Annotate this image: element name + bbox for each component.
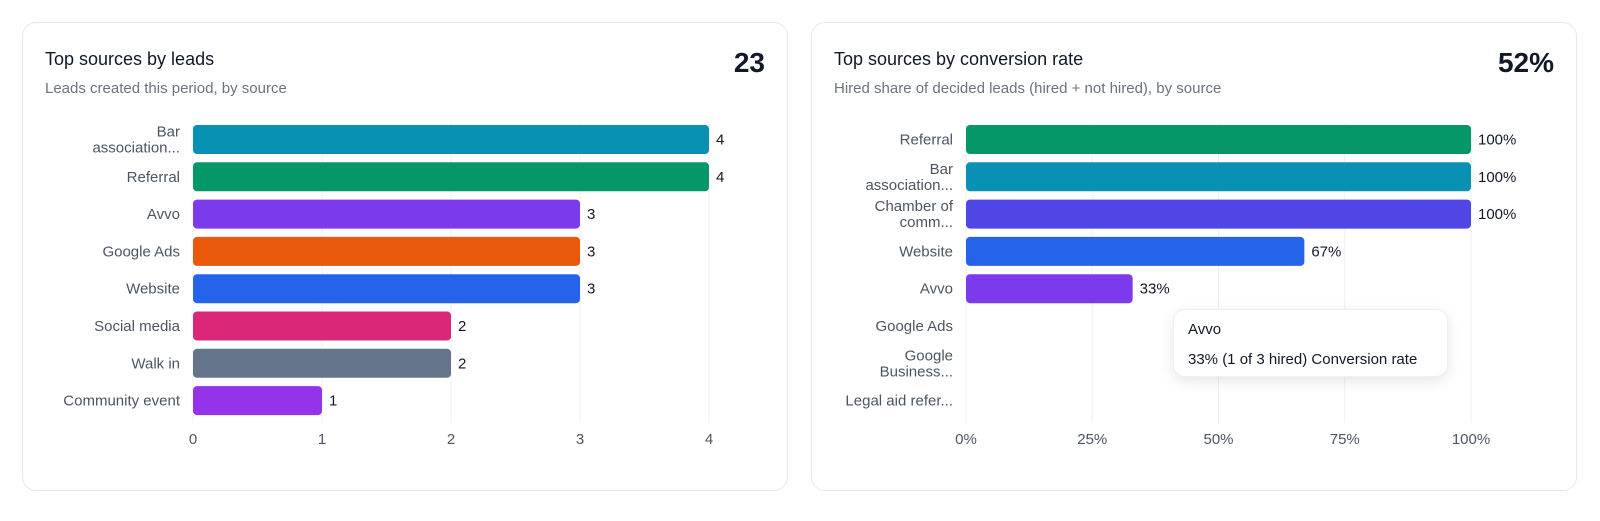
bar[interactable] xyxy=(193,236,580,266)
category-label: Walk in xyxy=(131,355,180,372)
value-label: 4 xyxy=(716,169,724,186)
x-tick-label: 3 xyxy=(576,431,584,448)
bar[interactable] xyxy=(193,274,580,304)
bar[interactable] xyxy=(966,236,1305,266)
bar[interactable] xyxy=(966,125,1471,154)
value-label: 1 xyxy=(329,393,337,410)
category-label: Website xyxy=(126,281,180,298)
value-label: 100% xyxy=(1478,132,1516,149)
tooltip-body: 33% (1 of 3 hired) Conversion rate xyxy=(1188,351,1418,368)
bar[interactable] xyxy=(966,199,1471,229)
value-label: 2 xyxy=(458,355,466,372)
bar[interactable] xyxy=(193,162,709,192)
x-tick-label: 100% xyxy=(1452,431,1490,448)
x-tick-label: 2 xyxy=(447,431,455,448)
bar[interactable] xyxy=(966,162,1471,192)
value-label: 33% xyxy=(1140,281,1170,298)
category-label: Website xyxy=(899,243,953,260)
category-label: Referral xyxy=(900,132,953,149)
value-label: 3 xyxy=(587,281,595,298)
value-label: 100% xyxy=(1478,169,1516,186)
card-subtitle: Leads created this period, by source xyxy=(45,80,287,97)
category-label: Google Ads xyxy=(875,318,953,335)
total-leads-metric: 23 xyxy=(733,47,765,78)
bar[interactable] xyxy=(193,125,709,154)
value-label: 67% xyxy=(1311,243,1341,260)
category-label: Chamber of comm... xyxy=(875,198,954,231)
tooltip-title: Avvo xyxy=(1188,321,1222,338)
x-tick-label: 4 xyxy=(705,431,713,448)
leads-bar-chart: 0 1 2 3 4 Bar association... 4 Referral 4 Avvo 3 Goo… xyxy=(63,123,724,448)
bar[interactable] xyxy=(193,311,451,341)
category-label: Avvo xyxy=(147,206,180,223)
bar[interactable] xyxy=(193,199,580,229)
x-tick-label: 1 xyxy=(318,431,326,448)
category-label: Social media xyxy=(94,318,181,335)
card-title: Top sources by leads xyxy=(45,49,215,69)
category-label: Referral xyxy=(127,169,180,186)
value-label: 100% xyxy=(1478,206,1516,223)
value-label: 2 xyxy=(458,318,466,335)
category-label: Google Business... xyxy=(880,347,953,380)
x-tick-label: 75% xyxy=(1330,431,1360,448)
chart-tooltip: Avvo 33% (1 of 3 hired) Conversion rate xyxy=(1173,309,1448,377)
category-label: Bar association... xyxy=(92,124,180,157)
x-tick-label: 50% xyxy=(1203,431,1233,448)
leads-card: Top sources by leads Leads created this … xyxy=(22,22,788,491)
bar[interactable] xyxy=(966,274,1133,304)
value-label: 3 xyxy=(587,206,595,223)
x-tick-label: 0% xyxy=(955,431,977,448)
category-label: Legal aid refer... xyxy=(845,393,953,410)
card-subtitle: Hired share of decided leads (hired + no… xyxy=(834,80,1222,97)
conversion-rate-metric: 52% xyxy=(1497,47,1554,78)
conversion-bar-chart: 0% 25% 50% 75% 100% Referral 100% Bar associatio… xyxy=(845,123,1516,448)
conversion-card: Top sources by conversion rate Hired sha… xyxy=(811,22,1577,491)
x-tick-label: 25% xyxy=(1077,431,1107,448)
category-label: Bar association... xyxy=(865,161,953,194)
category-label: Community event xyxy=(63,393,181,410)
category-label: Google Ads xyxy=(102,243,180,260)
x-tick-label: 0 xyxy=(189,431,197,448)
bar[interactable] xyxy=(193,386,322,416)
value-label: 4 xyxy=(716,132,724,149)
category-label: Avvo xyxy=(920,281,953,298)
value-label: 3 xyxy=(587,243,595,260)
card-title: Top sources by conversion rate xyxy=(834,49,1084,69)
bar[interactable] xyxy=(193,348,451,378)
